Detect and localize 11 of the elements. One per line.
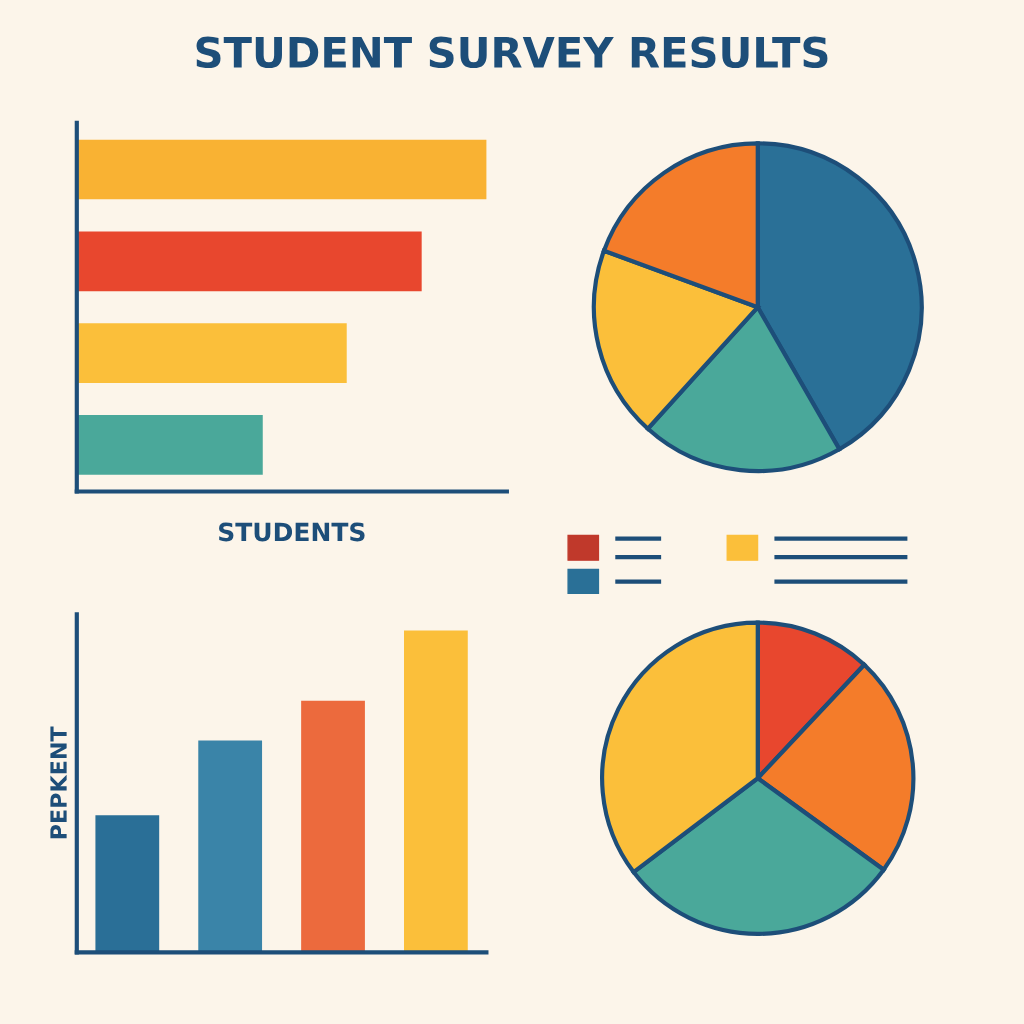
bar bbox=[76, 231, 422, 292]
bar bbox=[76, 323, 347, 383]
bar bbox=[76, 415, 263, 475]
bar bbox=[95, 815, 160, 953]
bar bbox=[301, 700, 365, 953]
chart-title: STUDENT SURVEY RESULTS bbox=[196, 36, 828, 69]
y-axis-title: PEPKENT bbox=[50, 726, 67, 839]
bar bbox=[76, 139, 487, 200]
bar bbox=[198, 740, 263, 953]
x-axis-title: STUDENTS bbox=[219, 522, 365, 542]
bar bbox=[404, 630, 468, 953]
